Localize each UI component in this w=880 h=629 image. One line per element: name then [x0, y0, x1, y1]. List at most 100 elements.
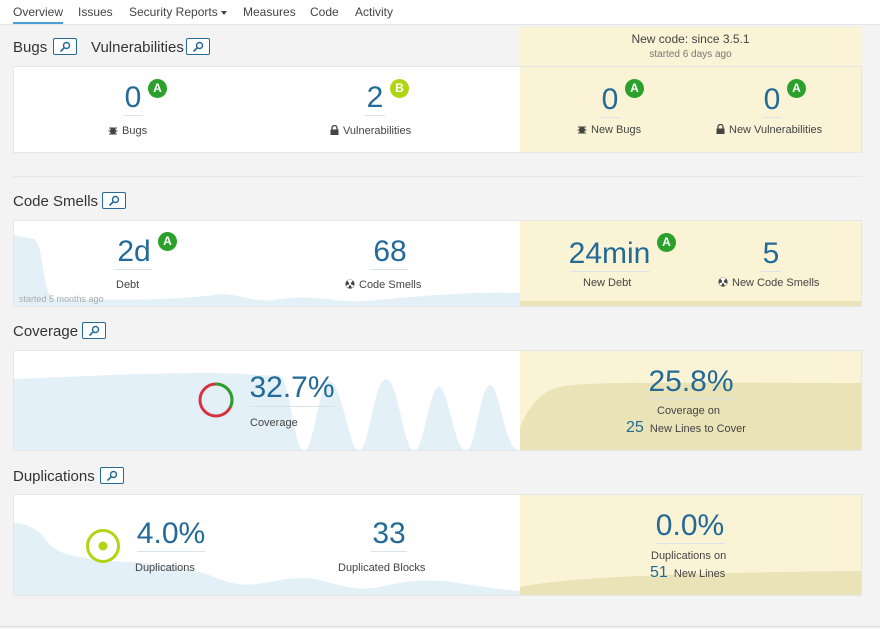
new-duplications-value[interactable]: 0.0%	[655, 509, 725, 542]
coverage-history-chart	[14, 373, 518, 450]
new-coverage-label: Coverage on	[657, 405, 720, 417]
coverage-donut	[198, 382, 234, 418]
link-icon	[59, 41, 71, 53]
leak-period-started: started 6 days ago	[649, 49, 732, 60]
nav-security-reports[interactable]: Security Reports	[129, 5, 227, 19]
link-icon	[108, 195, 120, 207]
new-debt-rating[interactable]: A	[657, 233, 676, 252]
bug-icon	[108, 127, 118, 135]
new-coverage-history-chart	[520, 382, 861, 450]
bugs-link-button[interactable]	[53, 38, 77, 55]
vulnerabilities-label: Vulnerabilities	[330, 125, 411, 137]
duplications-value-underline	[137, 551, 205, 552]
link-icon	[106, 470, 118, 482]
new-coverage-value-underline	[649, 398, 734, 399]
new-debt-value-underline	[570, 271, 650, 272]
leak-area	[520, 221, 861, 306]
duplications-card: 4.0% Duplications 33 Duplicated Blocks 0…	[13, 494, 862, 596]
new-vulnerabilities-value-underline	[762, 117, 782, 118]
radiation-icon	[718, 277, 728, 287]
vulnerabilities-value[interactable]: 2	[366, 81, 384, 114]
new-duplications-history-chart	[520, 571, 861, 595]
new-duplication-lines-value[interactable]: 51	[650, 564, 668, 581]
nav-activity[interactable]: Activity	[355, 5, 394, 19]
coverage-value[interactable]: 32.7%	[249, 371, 335, 404]
code-smells-card: 2d A Debt 68 Code Smells started 5 month…	[13, 220, 862, 307]
new-lines-to-cover: 25 New Lines to Cover	[626, 419, 746, 437]
coverage-label: Coverage	[250, 417, 298, 429]
code-smells-history-chart	[14, 235, 520, 306]
bugs-section-title: Bugs	[13, 39, 48, 56]
duplicated-blocks-value-underline	[371, 551, 407, 552]
bugs-value[interactable]: 0	[124, 81, 142, 114]
bugs-vulns-card: 0 A Bugs 2 B Vulnerabilities 0 A New Bug…	[13, 66, 862, 153]
new-lines-to-cover-label: New Lines to Cover	[649, 423, 746, 435]
history-start-note: started 5 months ago	[19, 294, 104, 304]
debt-value[interactable]: 2d	[117, 235, 151, 268]
vulnerabilities-rating[interactable]: B	[390, 79, 409, 98]
new-lines-to-cover-value[interactable]: 25	[626, 419, 644, 436]
duplicated-blocks-label: Duplicated Blocks	[338, 562, 426, 574]
new-coverage-value[interactable]: 25.8%	[648, 365, 734, 398]
new-duplications-value-underline	[655, 543, 725, 544]
new-debt-value[interactable]: 24min	[568, 237, 651, 270]
new-duplications-label: Duplications on	[651, 550, 727, 562]
new-vulnerabilities-rating[interactable]: A	[787, 79, 806, 98]
chevron-down-icon	[220, 10, 227, 15]
bugs-label: Bugs	[108, 125, 147, 137]
page-bottom-border	[0, 626, 880, 627]
new-code-smells-label: New Code Smells	[718, 277, 819, 289]
new-vulnerabilities-label-text: New Vulnerabilities	[729, 124, 823, 136]
code-smells-value-underline	[370, 269, 408, 270]
duplications-value[interactable]: 4.0%	[136, 517, 206, 550]
nav-code[interactable]: Code	[310, 5, 339, 19]
vulnerabilities-section-title: Vulnerabilities	[91, 39, 184, 56]
leak-area	[520, 495, 861, 595]
vulnerabilities-label-text: Vulnerabilities	[343, 125, 412, 137]
nav-security-reports-label: Security Reports	[129, 5, 218, 19]
new-bugs-rating[interactable]: A	[625, 79, 644, 98]
nav-measures[interactable]: Measures	[243, 5, 296, 19]
code-smells-link-button[interactable]	[102, 192, 126, 209]
code-smells-label-text: Code Smells	[359, 279, 422, 291]
code-smells-section-title: Code Smells	[13, 193, 99, 210]
duplications-label: Duplications	[135, 562, 195, 574]
coverage-link-button[interactable]	[82, 322, 106, 339]
nav-overview[interactable]: Overview	[13, 5, 64, 24]
coverage-section-title: Coverage	[13, 323, 79, 340]
link-icon	[88, 325, 100, 337]
vulnerabilities-link-button[interactable]	[186, 38, 210, 55]
duplications-section-title: Duplications	[13, 468, 95, 485]
duplications-link-button[interactable]	[100, 467, 124, 484]
new-bugs-value[interactable]: 0	[601, 83, 619, 116]
debt-rating[interactable]: A	[158, 232, 177, 251]
vulnerabilities-value-underline	[365, 115, 385, 116]
bugs-label-text: Bugs	[122, 125, 148, 137]
coverage-value-underline	[250, 406, 335, 407]
code-smells-label: Code Smells	[345, 279, 421, 291]
lock-icon	[716, 124, 725, 134]
new-vulnerabilities-value[interactable]: 0	[763, 83, 781, 116]
code-smells-value[interactable]: 68	[373, 235, 407, 268]
radiation-icon	[345, 279, 355, 289]
new-code-smells-history-chart	[520, 301, 861, 306]
section-divider	[13, 176, 862, 177]
new-duplication-lines-label: New Lines	[673, 568, 726, 580]
leak-period-title: New code: since 3.5.1	[631, 32, 750, 46]
debt-value-underline	[114, 269, 152, 270]
bug-icon	[577, 126, 587, 134]
nav-issues[interactable]: Issues	[78, 5, 113, 19]
new-code-smells-value-underline	[761, 271, 781, 272]
project-nav: Overview Issues Security Reports Measure…	[0, 0, 880, 25]
debt-label: Debt	[116, 279, 140, 291]
bugs-rating[interactable]: A	[148, 79, 167, 98]
leak-period-header: New code: since 3.5.1 started 6 days ago	[519, 27, 862, 66]
duplicated-blocks-value[interactable]: 33	[372, 517, 406, 550]
leak-area	[520, 67, 861, 152]
link-icon	[192, 41, 204, 53]
duplications-bubble	[86, 529, 120, 563]
new-bugs-label: New Bugs	[577, 124, 641, 136]
new-vulnerabilities-label: New Vulnerabilities	[716, 124, 822, 136]
coverage-card: 32.7% Coverage 25.8% Coverage on 25 New …	[13, 350, 862, 451]
new-code-smells-value[interactable]: 5	[762, 237, 780, 270]
